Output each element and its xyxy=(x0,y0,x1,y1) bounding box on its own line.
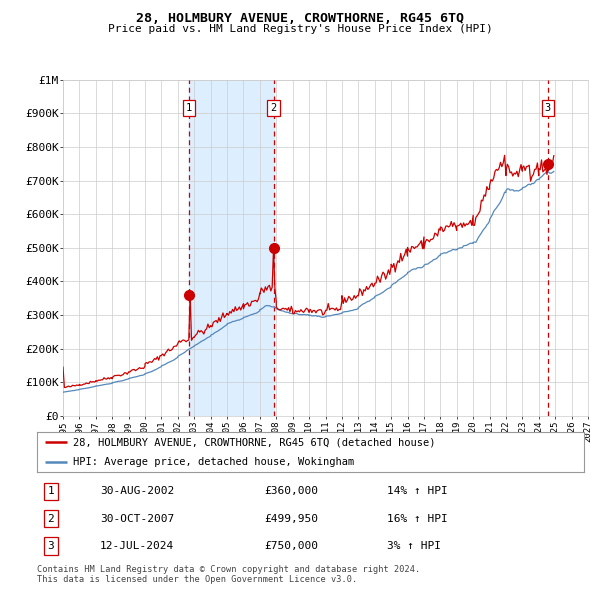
Text: £360,000: £360,000 xyxy=(264,487,318,496)
Text: 30-AUG-2002: 30-AUG-2002 xyxy=(100,487,175,496)
Text: 3: 3 xyxy=(544,103,551,113)
Text: £499,950: £499,950 xyxy=(264,514,318,524)
Text: 28, HOLMBURY AVENUE, CROWTHORNE, RG45 6TQ (detached house): 28, HOLMBURY AVENUE, CROWTHORNE, RG45 6T… xyxy=(73,437,435,447)
Text: 3: 3 xyxy=(47,541,54,551)
Text: 16% ↑ HPI: 16% ↑ HPI xyxy=(388,514,448,524)
Bar xyxy=(555,80,588,416)
Bar xyxy=(189,80,274,416)
Text: 2: 2 xyxy=(47,514,54,524)
Text: This data is licensed under the Open Government Licence v3.0.: This data is licensed under the Open Gov… xyxy=(37,575,358,584)
Text: Price paid vs. HM Land Registry's House Price Index (HPI): Price paid vs. HM Land Registry's House … xyxy=(107,24,493,34)
Text: 3% ↑ HPI: 3% ↑ HPI xyxy=(388,541,442,551)
Text: 28, HOLMBURY AVENUE, CROWTHORNE, RG45 6TQ: 28, HOLMBURY AVENUE, CROWTHORNE, RG45 6T… xyxy=(136,12,464,25)
Bar xyxy=(555,80,588,416)
Text: 14% ↑ HPI: 14% ↑ HPI xyxy=(388,487,448,496)
Text: 1: 1 xyxy=(185,103,192,113)
Text: HPI: Average price, detached house, Wokingham: HPI: Average price, detached house, Woki… xyxy=(73,457,354,467)
Text: 1: 1 xyxy=(47,487,54,496)
Text: £750,000: £750,000 xyxy=(264,541,318,551)
Text: 2: 2 xyxy=(271,103,277,113)
Text: 30-OCT-2007: 30-OCT-2007 xyxy=(100,514,175,524)
Text: Contains HM Land Registry data © Crown copyright and database right 2024.: Contains HM Land Registry data © Crown c… xyxy=(37,565,421,574)
Text: 12-JUL-2024: 12-JUL-2024 xyxy=(100,541,175,551)
